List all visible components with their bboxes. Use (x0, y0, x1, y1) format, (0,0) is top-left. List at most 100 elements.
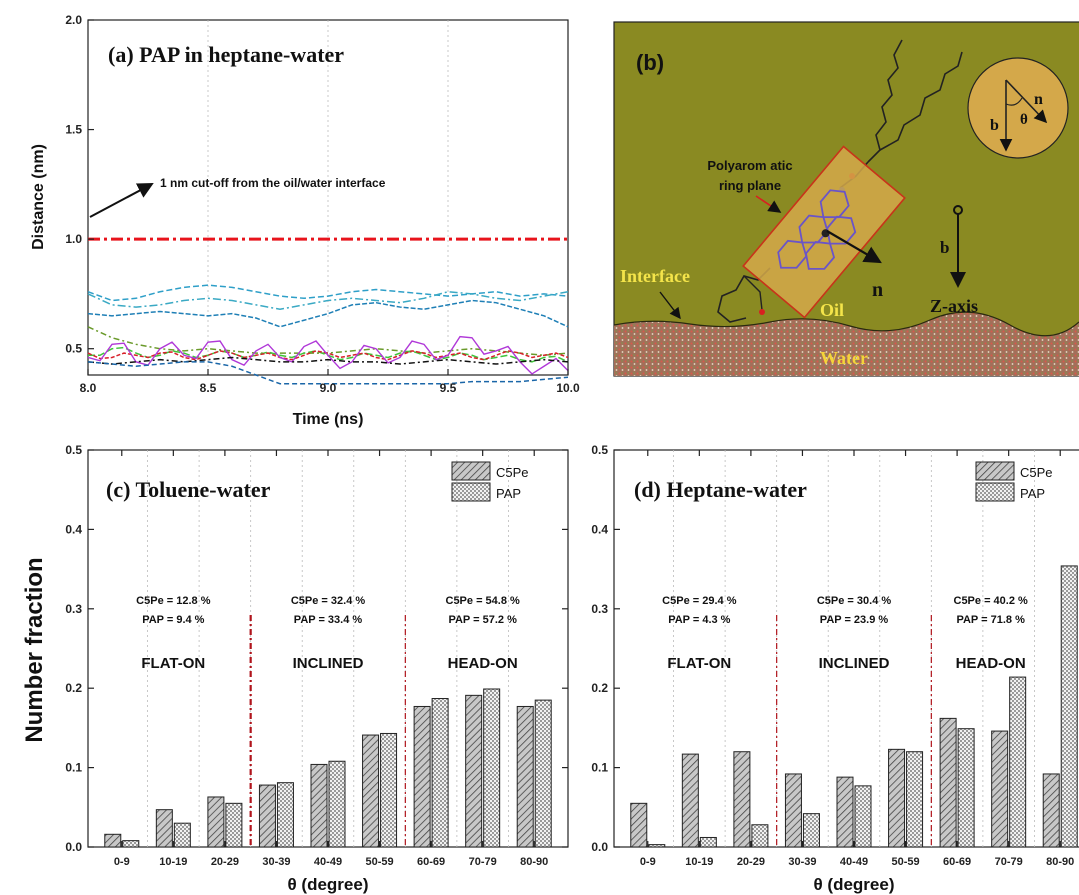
y-tick-label: 0.2 (591, 681, 608, 695)
legend-label-pap: PAP (1020, 486, 1045, 501)
ring-plane-label-2: ring plane (719, 178, 781, 193)
bar-c5pe (362, 734, 380, 848)
series-line-8 (87, 356, 569, 365)
bar-c5pe (836, 776, 854, 848)
b-label: b (940, 238, 949, 257)
series-line-9 (87, 361, 569, 385)
region-c5pe-percent: C5Pe = 32.4 % (291, 595, 366, 607)
bar-c5pe (1042, 773, 1060, 848)
region-c5pe-percent: C5Pe = 29.4 % (662, 595, 737, 607)
panel-d-annotations: C5Pe = 29.4 % PAP = 4.3 % FLAT-ON C5Pe = 30… (662, 461, 1053, 672)
alkyl-chain-2 (879, 51, 963, 151)
panel-d-xlabel: θ (degree) (814, 875, 895, 894)
bar-pap (225, 802, 243, 848)
bar-pap (276, 782, 294, 848)
bar-c5pe (939, 717, 957, 848)
y-tick-label: 1.5 (65, 123, 82, 137)
cutoff-annotation: 1 nm cut-off from the oil/water interfac… (160, 176, 386, 190)
bar-pap (328, 760, 346, 848)
series-line-6 (87, 350, 569, 361)
bar-pap (380, 732, 398, 848)
region-pap-percent: PAP = 57.2 % (448, 614, 517, 626)
legend-label-c5pe: C5Pe (1020, 465, 1053, 480)
oxygen-atom (759, 309, 765, 315)
bar-pap (534, 699, 552, 848)
panel-c-xlabel: θ (degree) (288, 875, 369, 894)
y-tick-label: 0.2 (65, 681, 82, 695)
panel-a-xlabel: Time (ns) (293, 411, 364, 428)
panel-d: 0.0 0.1 0.2 0.3 0.4 0.5 0-9 10-19 20-29 30-39 40-4… (591, 443, 1079, 894)
region-label: INCLINED (293, 655, 364, 672)
x-tick-label: 10-19 (685, 856, 713, 868)
panel-b-schematic: (b) n Polyarom atic ring plane (613, 21, 1079, 377)
y-tick-label: 0.5 (591, 443, 608, 457)
water-label: Water (820, 348, 868, 368)
panel-a-series (87, 237, 569, 385)
bar-c5pe (784, 773, 802, 848)
bar-c5pe (991, 730, 1009, 848)
interface-label: Interface (620, 266, 690, 286)
x-tick-label: 70-79 (995, 856, 1023, 868)
x-tick-label: 60-69 (417, 856, 445, 868)
aromatic-rings (777, 189, 857, 270)
ring-plane-label-1: Polyarom atic (707, 158, 792, 173)
panel-d-title: (d) Heptane-water (634, 477, 807, 502)
bar-c5pe (104, 833, 122, 848)
ring-plane-pointer (755, 195, 782, 213)
y-tick-label: 0.0 (65, 840, 82, 854)
legend-swatch-pap (451, 482, 491, 502)
y-tick-label: 0.1 (591, 761, 608, 775)
y-tick-label: 0.3 (591, 602, 608, 616)
y-tick-label: 0.1 (65, 761, 82, 775)
angle-inset (967, 57, 1069, 159)
legend-label-c5pe: C5Pe (496, 465, 529, 480)
region-c5pe-percent: C5Pe = 54.8 % (446, 595, 521, 607)
series-line-3 (87, 299, 569, 328)
region-pap-percent: PAP = 33.4 % (294, 614, 363, 626)
panel-b-label: (b) (636, 50, 664, 75)
region-pap-percent: PAP = 4.3 % (668, 614, 730, 626)
x-tick-label: 8.0 (80, 381, 97, 395)
water-region (614, 312, 1079, 376)
b-label-inset: b (990, 117, 999, 134)
region-label: FLAT-ON (141, 655, 205, 672)
bar-c5pe (310, 763, 328, 848)
x-tick-label: 40-49 (314, 856, 342, 868)
bar-pap (957, 728, 975, 848)
y-tick-label: 0.4 (591, 522, 608, 536)
theta-label-inset: θ (1020, 112, 1028, 128)
x-tick-label: 10.0 (556, 381, 580, 395)
bar-c5pe (630, 802, 648, 848)
legend-label-pap: PAP (496, 486, 521, 501)
alkyl-chain-1 (867, 39, 903, 163)
x-tick-label: 50-59 (365, 856, 393, 868)
region-pap-percent: PAP = 71.8 % (956, 614, 1025, 626)
panel-d-ticks: 0.0 0.1 0.2 0.3 0.4 0.5 0-9 10-19 20-29 30-39 40-4… (591, 443, 1074, 868)
ring-plane (742, 145, 906, 319)
bar-pap (122, 840, 140, 848)
theta-arc (1005, 97, 1023, 106)
x-tick-label: 0-9 (640, 856, 656, 868)
phenyl-tail (717, 267, 771, 323)
bar-pap (648, 844, 666, 848)
region-c5pe-percent: C5Pe = 12.8 % (136, 595, 211, 607)
panel-c-ticks: 0.0 0.1 0.2 0.3 0.4 0.5 0-9 10-19 20-29 30-39 40-4… (65, 443, 568, 868)
region-label: FLAT-ON (667, 655, 731, 672)
bar-c5pe (888, 748, 906, 848)
bar-c5pe (516, 705, 534, 848)
panel-a-title: (a) PAP in heptane-water (108, 42, 344, 67)
panel-c-annotations: C5Pe = 12.8 % PAP = 9.4 % FLAT-ON C5Pe = 32… (136, 461, 529, 672)
x-tick-label: 20-29 (211, 856, 239, 868)
bar-pap (1009, 676, 1027, 848)
legend-swatch-c5pe (451, 461, 491, 481)
y-tick-label: 0.3 (65, 602, 82, 616)
region-label: HEAD-ON (956, 655, 1026, 672)
panel-a-ticks: 8.0 8.5 9.0 9.5 10.0 0.5 1.0 1.5 2.0 (65, 13, 580, 395)
normal-vector-arrow (826, 230, 882, 264)
x-tick-label: 80-90 (1046, 856, 1074, 868)
bar-pap (906, 751, 924, 848)
x-tick-label: 9.5 (440, 381, 457, 395)
panel-c: 0.0 0.1 0.2 0.3 0.4 0.5 0-9 10-19 20-29 30-39 40-4… (21, 443, 569, 894)
series-line-7 (87, 335, 569, 375)
bar-c5pe (733, 751, 751, 848)
